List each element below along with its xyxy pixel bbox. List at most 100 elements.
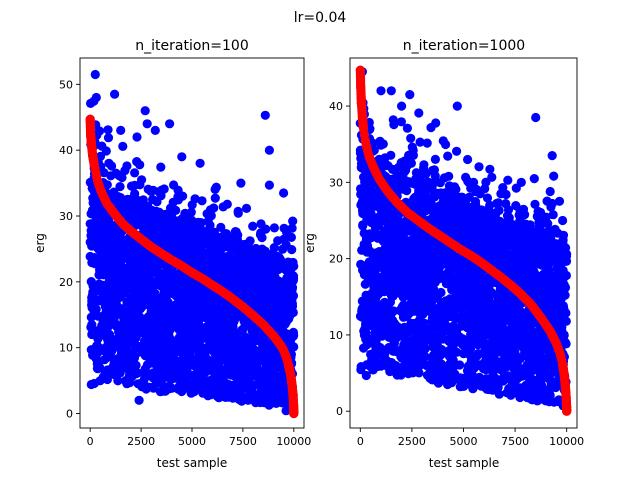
scatter-point xyxy=(195,308,205,318)
scatter-point xyxy=(91,304,101,314)
scatter-point xyxy=(286,232,296,242)
scatter-point xyxy=(86,231,96,241)
y-tick-label: 30 xyxy=(59,210,73,223)
scatter-point xyxy=(214,373,224,383)
scatter-point xyxy=(199,258,209,269)
scatter-point xyxy=(135,248,145,258)
scatter-point xyxy=(217,351,227,361)
scatter-point xyxy=(153,334,164,344)
scatter-point xyxy=(118,141,128,151)
subplot-left-points xyxy=(85,69,299,417)
scatter-point xyxy=(201,366,211,376)
scatter-point xyxy=(196,218,206,228)
y-tick-label: 40 xyxy=(59,144,73,157)
scatter-point xyxy=(88,280,98,290)
scatter-outlier xyxy=(116,125,126,135)
scatter-outlier xyxy=(195,158,205,168)
scatter-point xyxy=(251,260,261,270)
y-tick-label: 0 xyxy=(66,408,73,421)
y-tick-label: 10 xyxy=(59,342,73,355)
scatter-point xyxy=(361,327,371,337)
scatter-point xyxy=(129,323,139,333)
scatter-point xyxy=(146,275,156,286)
scatter-point xyxy=(162,227,172,237)
scatter-point xyxy=(168,340,178,350)
scatter-point xyxy=(237,259,247,270)
scatter-point xyxy=(146,341,157,352)
scatter-point xyxy=(267,249,277,260)
scatter-point xyxy=(265,269,275,279)
scatter-point xyxy=(114,263,124,273)
scatter-point xyxy=(156,378,166,388)
scatter-point xyxy=(254,246,264,256)
scatter-point xyxy=(232,235,242,245)
scatter-point xyxy=(251,292,262,302)
subplot-right-points xyxy=(355,67,572,411)
scatter-point xyxy=(262,343,272,354)
scatter-point xyxy=(248,221,258,231)
scatter-point xyxy=(210,364,221,374)
scatter-point xyxy=(278,244,288,254)
scatter-point xyxy=(109,367,119,377)
scatter-point xyxy=(277,312,287,322)
scatter-point xyxy=(205,305,215,315)
scatter-point xyxy=(101,321,111,331)
scatter-point xyxy=(101,226,111,236)
scatter-point xyxy=(125,294,135,304)
scatter-point xyxy=(156,162,166,172)
subplot-left-xlabel: test sample xyxy=(157,456,228,470)
scatter-point xyxy=(149,306,159,316)
scatter-outlier xyxy=(91,92,101,103)
scatter-point xyxy=(273,236,283,246)
scatter-point xyxy=(113,323,123,333)
scatter-point xyxy=(130,168,140,178)
scatter-point xyxy=(140,322,151,332)
y-tick-label: 20 xyxy=(59,276,73,289)
scatter-point xyxy=(143,313,153,323)
scatter-point xyxy=(150,313,160,324)
scatter-point xyxy=(224,367,235,377)
scatter-point xyxy=(279,223,289,233)
scatter-point xyxy=(233,208,243,218)
x-tick-label: 0 xyxy=(87,435,94,448)
scatter-outlier xyxy=(90,69,100,80)
scatter-point xyxy=(289,331,299,341)
scatter-point xyxy=(278,396,288,406)
scatter-point xyxy=(182,366,192,376)
scatter-point xyxy=(241,203,252,213)
scatter-point xyxy=(108,253,118,263)
scatter-point xyxy=(143,334,153,344)
scatter-point xyxy=(228,382,238,392)
scatter-point xyxy=(154,275,164,285)
scatter-point xyxy=(269,390,279,400)
scatter-point xyxy=(193,376,203,386)
scatter-point xyxy=(165,383,175,394)
scatter-point xyxy=(137,345,147,355)
scatter-point xyxy=(189,259,199,269)
scatter-outlier xyxy=(142,119,152,129)
scatter-point xyxy=(86,379,96,390)
scatter-point xyxy=(269,223,279,233)
scatter-point xyxy=(86,312,96,322)
scatter-point xyxy=(183,323,193,333)
scatter-point xyxy=(143,184,153,194)
scatter-point xyxy=(173,185,183,195)
scatter-point xyxy=(255,367,265,377)
scatter-outlier xyxy=(264,145,274,155)
scatter-point xyxy=(94,362,105,372)
y-tick-label: 50 xyxy=(59,78,73,91)
scatter-point xyxy=(98,372,108,382)
scatter-point xyxy=(248,359,258,370)
scatter-point xyxy=(178,294,188,304)
scatter-point xyxy=(115,359,125,369)
scatter-point xyxy=(87,183,97,193)
scatter-point xyxy=(92,348,102,358)
scatter-point xyxy=(112,301,122,311)
scatter-point xyxy=(159,299,169,309)
scatter-point xyxy=(92,340,102,350)
scatter-point xyxy=(168,242,178,252)
scatter-point xyxy=(93,237,103,247)
scatter-point xyxy=(143,201,153,211)
scatter-point xyxy=(287,299,297,309)
